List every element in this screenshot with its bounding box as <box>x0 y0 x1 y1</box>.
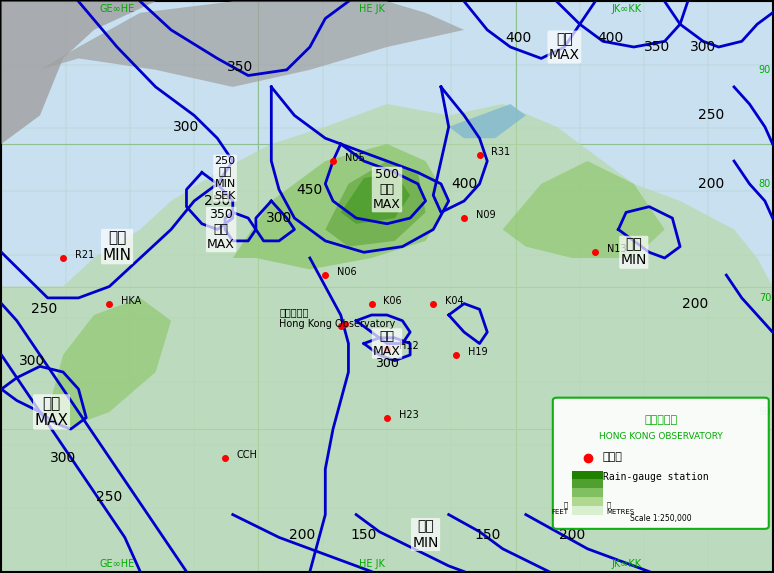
Text: 90: 90 <box>759 65 771 75</box>
Text: N09: N09 <box>476 210 495 220</box>
Text: 450: 450 <box>296 183 323 197</box>
Text: R21: R21 <box>74 250 94 260</box>
Text: JK∞KK: JK∞KK <box>611 559 641 569</box>
Text: 300: 300 <box>19 354 46 368</box>
Text: 200: 200 <box>559 528 585 541</box>
Text: R31: R31 <box>491 147 510 158</box>
Text: Scale 1:250,000: Scale 1:250,000 <box>630 514 692 523</box>
Text: 300: 300 <box>173 120 200 134</box>
Polygon shape <box>502 161 665 258</box>
Text: 最低
MIN: 最低 MIN <box>621 237 647 268</box>
Text: 150: 150 <box>351 528 377 541</box>
Text: HE JK: HE JK <box>358 559 385 569</box>
Text: 60: 60 <box>759 407 771 417</box>
Text: 200: 200 <box>698 177 724 191</box>
Bar <box>572 497 603 506</box>
Text: 尺
FEET: 尺 FEET <box>551 501 568 515</box>
Bar <box>572 470 603 480</box>
Polygon shape <box>40 1 464 87</box>
Text: H23: H23 <box>399 410 418 420</box>
FancyBboxPatch shape <box>553 398 769 529</box>
Polygon shape <box>341 172 410 224</box>
Text: 250: 250 <box>698 108 724 123</box>
Text: N13: N13 <box>607 245 626 254</box>
Polygon shape <box>325 161 426 246</box>
Text: 最高
MAX: 最高 MAX <box>35 396 69 428</box>
Text: 300: 300 <box>375 357 399 370</box>
Bar <box>572 480 603 488</box>
Polygon shape <box>2 104 772 572</box>
Text: 米
METRES: 米 METRES <box>607 501 635 515</box>
Text: 最低
MIN: 最低 MIN <box>413 520 439 550</box>
Text: HONG KONG OBSERVATORY: HONG KONG OBSERVATORY <box>599 432 723 441</box>
Text: 250: 250 <box>96 490 122 504</box>
Text: HKA: HKA <box>121 296 141 306</box>
Text: 70: 70 <box>759 293 771 303</box>
Polygon shape <box>2 1 156 144</box>
Text: JK∞KK: JK∞KK <box>611 4 641 14</box>
Text: HE JK: HE JK <box>358 4 385 14</box>
Text: CCH: CCH <box>237 450 258 460</box>
Text: GE∞HE: GE∞HE <box>99 4 135 14</box>
Text: K04: K04 <box>445 296 464 306</box>
Text: 500
最高
MAX: 500 最高 MAX <box>373 168 401 211</box>
Text: 250
最低
MIN
SEK: 250 最低 MIN SEK <box>214 156 236 201</box>
Text: 300: 300 <box>690 40 716 54</box>
Text: 最高
MAX: 最高 MAX <box>549 32 580 62</box>
Text: H12: H12 <box>399 342 418 351</box>
Polygon shape <box>233 144 449 269</box>
Polygon shape <box>48 298 171 429</box>
Text: N05: N05 <box>344 153 365 163</box>
Text: 最高
MAX: 最高 MAX <box>373 329 401 358</box>
Text: 80: 80 <box>759 179 771 189</box>
Text: 香港天文台: 香港天文台 <box>644 415 677 425</box>
Text: 400: 400 <box>598 32 624 45</box>
Polygon shape <box>449 104 526 138</box>
Text: N06: N06 <box>337 267 357 277</box>
Text: 350: 350 <box>644 40 670 54</box>
Text: 400: 400 <box>451 177 478 191</box>
Text: 最低
MIN: 最低 MIN <box>103 230 132 263</box>
Text: 300: 300 <box>50 450 76 465</box>
Text: 雨量站: 雨量站 <box>603 452 623 462</box>
Text: 香港天文台
Hong Kong Observatory: 香港天文台 Hong Kong Observatory <box>279 307 396 329</box>
Bar <box>572 506 603 515</box>
Text: 250: 250 <box>31 303 57 316</box>
Text: H19: H19 <box>468 347 488 357</box>
Text: 400: 400 <box>505 32 531 45</box>
Text: Rain-gauge station: Rain-gauge station <box>603 472 709 482</box>
Text: 300: 300 <box>266 211 292 225</box>
Text: 350: 350 <box>228 60 254 74</box>
Text: 200: 200 <box>289 528 315 541</box>
Text: 250: 250 <box>204 194 231 208</box>
Text: K06: K06 <box>383 296 402 306</box>
Text: 350
最高
MAX: 350 最高 MAX <box>207 208 235 251</box>
Text: GE∞HE: GE∞HE <box>99 559 135 569</box>
Text: 150: 150 <box>474 528 501 541</box>
Bar <box>572 488 603 497</box>
Text: 200: 200 <box>683 297 709 311</box>
